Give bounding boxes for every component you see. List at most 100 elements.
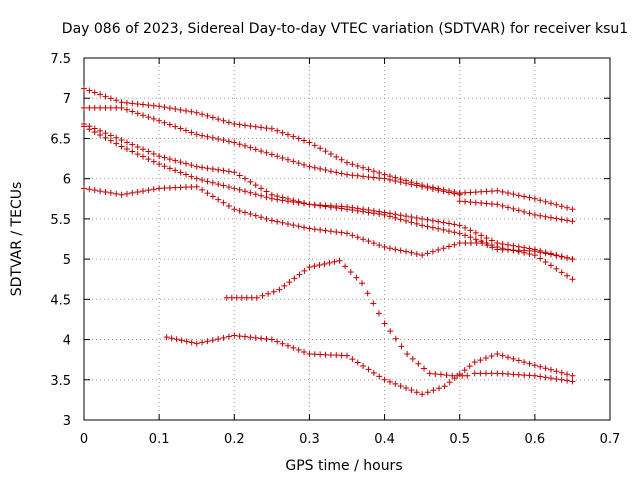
data-point xyxy=(564,371,571,378)
data-point xyxy=(97,131,104,138)
data-point xyxy=(365,166,372,173)
data-point xyxy=(279,340,286,347)
data-point xyxy=(413,182,420,189)
data-point xyxy=(360,236,367,243)
data-point xyxy=(429,248,436,255)
plot-frame xyxy=(83,57,611,421)
data-point xyxy=(338,156,345,163)
data-point xyxy=(353,274,360,281)
data-point xyxy=(461,367,468,374)
data-point xyxy=(478,188,485,195)
data-point xyxy=(247,211,254,218)
data-point xyxy=(432,370,439,377)
data-point xyxy=(113,134,120,141)
data-point xyxy=(505,204,512,211)
data-point xyxy=(370,174,377,181)
data-point xyxy=(86,87,93,94)
data-point xyxy=(370,240,377,247)
data-point xyxy=(188,129,195,136)
data-point xyxy=(419,222,426,229)
data-point xyxy=(311,263,318,270)
data-point xyxy=(161,185,168,192)
data-point xyxy=(86,104,93,111)
data-point xyxy=(333,228,340,235)
data-point xyxy=(177,159,184,166)
data-point xyxy=(113,190,120,197)
data-point xyxy=(564,204,571,211)
data-point xyxy=(472,189,479,196)
data-point xyxy=(220,167,227,174)
data-point xyxy=(242,209,249,216)
data-point xyxy=(247,334,254,341)
data-point xyxy=(231,169,238,176)
data-point xyxy=(333,169,340,176)
data-point xyxy=(354,234,361,241)
data-point xyxy=(526,247,533,254)
data-point xyxy=(193,183,200,190)
data-point xyxy=(311,226,318,233)
data-point xyxy=(252,182,259,189)
series-track-7 xyxy=(163,332,576,398)
data-point xyxy=(231,185,238,192)
chart-title: Day 086 of 2023, Sidereal Day-to-day VTE… xyxy=(62,21,628,37)
data-point xyxy=(238,294,245,301)
data-point xyxy=(413,389,420,396)
data-point xyxy=(123,139,130,146)
data-point xyxy=(451,375,458,382)
data-point xyxy=(150,115,157,122)
data-point xyxy=(526,210,533,217)
data-point xyxy=(547,366,554,373)
data-point xyxy=(505,354,512,361)
data-point xyxy=(107,95,114,102)
data-point xyxy=(499,352,506,359)
data-point xyxy=(140,188,147,195)
data-point xyxy=(376,373,383,380)
data-point xyxy=(156,185,163,192)
data-point xyxy=(553,201,560,208)
data-point xyxy=(102,104,109,111)
data-point xyxy=(336,257,343,264)
data-point xyxy=(451,241,458,248)
data-point xyxy=(123,146,130,153)
data-point xyxy=(413,214,420,221)
data-point xyxy=(515,247,522,254)
data-point xyxy=(242,333,249,340)
data-point xyxy=(333,352,340,359)
data-point xyxy=(364,290,371,297)
data-point xyxy=(445,228,452,235)
data-point xyxy=(321,260,328,267)
data-point xyxy=(467,199,474,206)
data-point xyxy=(123,190,130,197)
data-point xyxy=(471,370,478,377)
data-point xyxy=(477,370,484,377)
y-tick-label: 7 xyxy=(63,92,71,107)
data-point xyxy=(456,198,463,205)
data-point xyxy=(429,217,436,224)
data-point xyxy=(161,154,168,161)
x-tick-label: 0.1 xyxy=(149,432,170,447)
data-point xyxy=(102,93,109,100)
data-point xyxy=(263,188,270,195)
data-point xyxy=(403,385,410,392)
data-point xyxy=(521,193,528,200)
data-point xyxy=(204,165,211,172)
y-tick-label: 3 xyxy=(63,414,71,429)
data-point xyxy=(445,189,452,196)
data-point xyxy=(317,202,324,209)
data-point xyxy=(215,136,222,143)
data-point xyxy=(156,117,163,124)
data-point xyxy=(118,137,125,144)
data-point xyxy=(317,226,324,233)
y-tick-label: 7.5 xyxy=(50,52,71,67)
data-point xyxy=(252,334,259,341)
data-point xyxy=(558,203,565,210)
data-point xyxy=(558,253,565,260)
data-point xyxy=(311,202,318,209)
data-point xyxy=(134,143,141,150)
data-point xyxy=(521,372,528,379)
data-point xyxy=(408,249,415,256)
data-point xyxy=(558,376,565,383)
data-point xyxy=(295,160,302,167)
data-point xyxy=(253,294,260,301)
data-point xyxy=(182,127,189,134)
